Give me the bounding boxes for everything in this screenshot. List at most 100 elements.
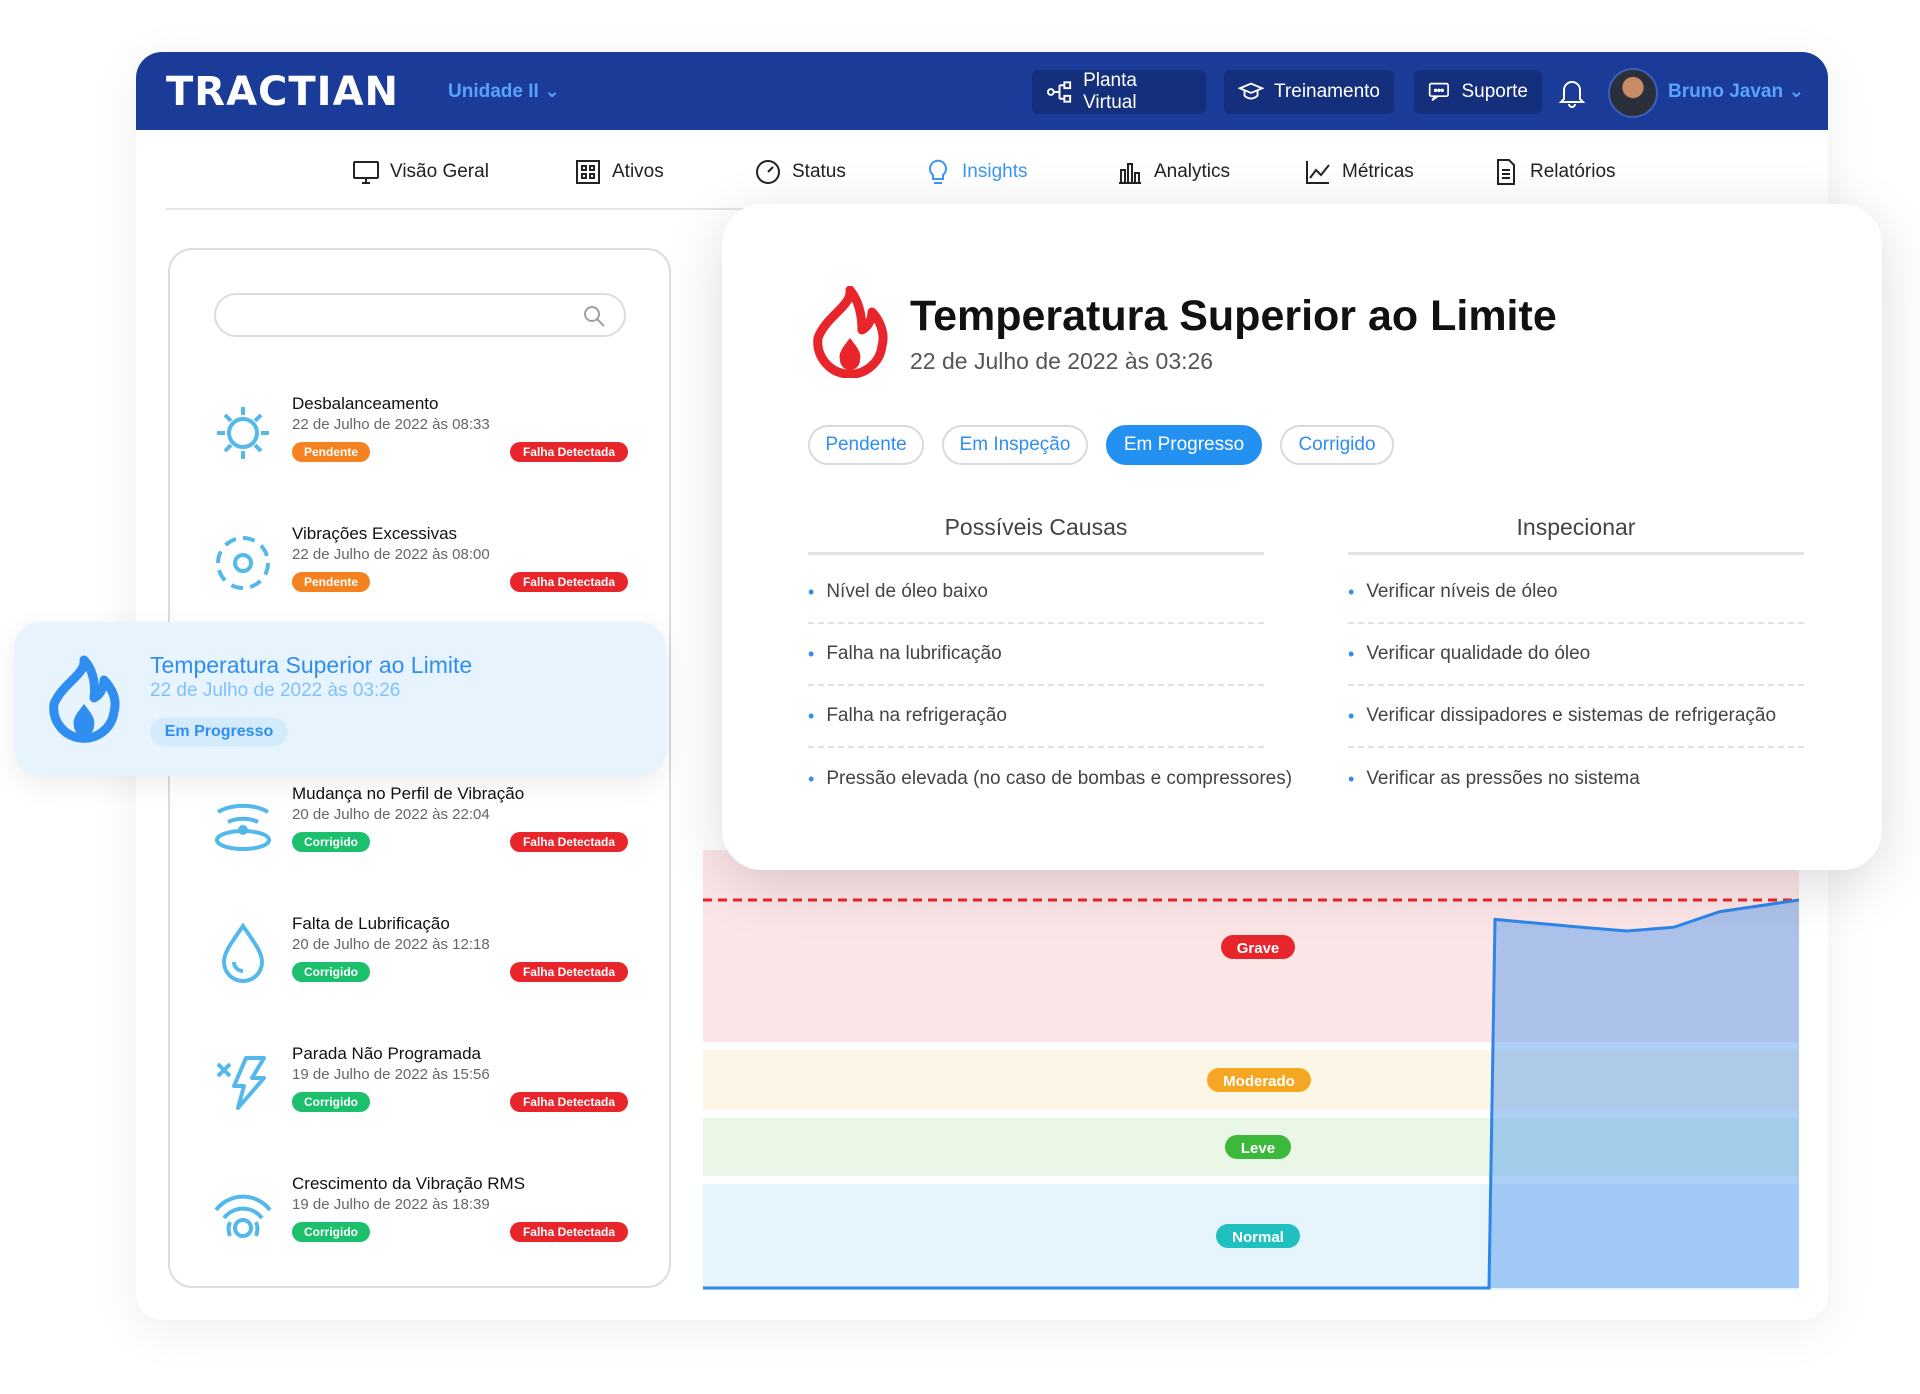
item-title: Crescimento da Vibração RMS — [292, 1174, 526, 1193]
item-date: 20 de Julho de 2022 às 22:04 — [292, 806, 490, 823]
tab-analytics[interactable]: Analytics — [1116, 158, 1230, 186]
item-date: 19 de Julho de 2022 às 15:56 — [292, 1066, 490, 1083]
status-badge: Pendente — [292, 442, 370, 462]
inspect-text: Verificar as pressões no sistema — [1366, 768, 1640, 789]
series-line — [703, 898, 1799, 1290]
tab-ativos[interactable]: Ativos — [574, 158, 664, 186]
tab-visao-geral[interactable]: Visão Geral — [352, 158, 489, 186]
vibration-icon — [216, 536, 270, 590]
unit-selector[interactable]: Unidade II ⌄ — [448, 81, 560, 102]
tab-label: Analytics — [1154, 161, 1231, 182]
bell-icon[interactable] — [1558, 78, 1586, 108]
document-icon — [1497, 159, 1515, 185]
svg-text:Leve: Leve — [1241, 1140, 1275, 1157]
inspect-divider — [1348, 552, 1804, 555]
suporte-label: Suporte — [1461, 81, 1528, 102]
bar-chart-icon — [1119, 163, 1141, 184]
grid-box-icon — [576, 160, 600, 184]
tab-label: Insights — [962, 161, 1028, 182]
status-em-inspecao-button[interactable]: Em Inspeção — [942, 425, 1088, 465]
top-bar: TRACTIAN Unidade II ⌄ Planta Virtual Tre… — [136, 52, 1828, 130]
status-badge: Pendente — [292, 572, 370, 592]
flame-icon — [49, 655, 120, 743]
cause-text: Falha na lubrificação — [826, 643, 1002, 664]
selected-insight-card[interactable]: Temperatura Superior ao Limite 22 de Jul… — [14, 622, 666, 776]
tab-insights[interactable]: Insights — [924, 158, 1027, 186]
status-badge: Corrigido — [292, 1092, 370, 1112]
item-title: Vibrações Excessivas — [292, 524, 458, 543]
selected-title: Temperatura Superior ao Limite — [150, 652, 473, 678]
fault-badge: Falha Detectada — [510, 832, 628, 852]
status-badge: Em Progresso — [150, 718, 288, 746]
list-item[interactable]: Mudança no Perfil de Vibração 20 de Julh… — [210, 784, 630, 884]
main-nav: Visão Geral Ativos Status Insights Analy… — [166, 130, 1826, 210]
planta-virtual-label: Planta Virtual — [1083, 70, 1137, 113]
list-item[interactable]: Falta de Lubrificação 20 de Julho de 202… — [210, 914, 630, 1014]
series-area — [1489, 900, 1799, 1288]
search-icon — [584, 306, 605, 327]
zone-label-leve: Leve — [1225, 1135, 1291, 1159]
fault-badge: Falha Detectada — [510, 1092, 628, 1112]
item-title: Parada Não Programada — [292, 1044, 482, 1063]
gear-icon — [217, 407, 269, 459]
tractian-logo[interactable]: TRACTIAN — [166, 69, 399, 115]
causes-heading: Possíveis Causas — [944, 514, 1128, 540]
status-badge: Corrigido — [292, 962, 370, 982]
status-em-progresso-button[interactable]: Em Progresso — [1106, 425, 1262, 465]
selected-date: 22 de Julho de 2022 às 03:26 — [150, 680, 401, 701]
tab-metricas[interactable]: Métricas — [1304, 158, 1414, 186]
item-date: 22 de Julho de 2022 às 08:00 — [292, 546, 490, 563]
list-item[interactable]: Vibrações Excessivas 22 de Julho de 2022… — [210, 524, 630, 624]
tab-label: Ativos — [612, 161, 664, 182]
tab-status[interactable]: Status — [754, 158, 846, 186]
inspect-text: Verificar níveis de óleo — [1366, 581, 1558, 602]
droplet-icon — [221, 922, 265, 983]
list-item[interactable]: Desbalanceamento 22 de Julho de 2022 às … — [210, 394, 630, 494]
tab-label: Status — [792, 161, 846, 182]
svg-text:Grave: Grave — [1237, 940, 1280, 957]
search-input[interactable] — [214, 293, 626, 337]
inspect-heading: Inspecionar — [1516, 514, 1636, 540]
cause-item: • Falha na lubrificação — [808, 624, 1264, 686]
flame-icon — [813, 286, 888, 378]
fault-badge: Falha Detectada — [510, 962, 628, 982]
tab-label: Visão Geral — [390, 161, 489, 182]
item-title: Mudança no Perfil de Vibração — [292, 784, 525, 803]
gauge-icon — [756, 160, 780, 184]
temperature-chart: Grave Moderado Leve Normal — [703, 850, 1799, 1290]
status-badge: Corrigido — [292, 832, 370, 852]
network-icon — [1046, 81, 1072, 103]
item-title: Desbalanceamento — [292, 394, 439, 413]
suporte-button[interactable]: Suporte — [1414, 70, 1542, 114]
avatar[interactable] — [1608, 68, 1658, 118]
list-item[interactable]: Crescimento da Vibração RMS 19 de Julho … — [210, 1174, 630, 1274]
item-title: Falta de Lubrificação — [292, 914, 450, 933]
user-menu[interactable]: Bruno Javan ⌄ — [1668, 81, 1805, 102]
cause-text: Nível de óleo baixo — [826, 581, 988, 602]
treinamento-label: Treinamento — [1274, 81, 1380, 102]
fault-badge: Falha Detectada — [510, 572, 628, 592]
tab-relatorios[interactable]: Relatórios — [1492, 158, 1616, 186]
line-chart-icon — [1306, 161, 1330, 184]
item-date: 19 de Julho de 2022 às 18:39 — [292, 1196, 490, 1213]
list-item[interactable]: Parada Não Programada 19 de Julho de 202… — [210, 1044, 630, 1144]
status-pendente-button[interactable]: Pendente — [808, 425, 924, 465]
inspect-item: • Verificar dissipadores e sistemas de re… — [1348, 686, 1804, 748]
cause-text: Pressão elevada (no caso de bombas e com… — [826, 768, 1293, 789]
inspect-item: • Verificar qualidade do óleo — [1348, 624, 1804, 686]
cause-text: Falha na refrigeração — [826, 705, 1007, 726]
chat-icon — [1428, 82, 1449, 102]
detail-title: Temperatura Superior ao Limite — [910, 292, 1557, 340]
status-corrigido-button[interactable]: Corrigido — [1280, 425, 1394, 465]
treinamento-button[interactable]: Treinamento — [1224, 70, 1394, 114]
cause-item: • Falha na refrigeração — [808, 686, 1264, 748]
lightbulb-icon — [929, 159, 947, 184]
causes-divider — [808, 552, 1264, 555]
item-date: 20 de Julho de 2022 às 12:18 — [292, 936, 490, 953]
svg-text:Normal: Normal — [1232, 1229, 1284, 1246]
lightning-icon — [216, 1056, 266, 1110]
planta-virtual-button[interactable]: Planta Virtual — [1032, 70, 1206, 114]
tab-label: Relatórios — [1530, 161, 1616, 182]
zone-label-normal: Normal — [1216, 1224, 1300, 1248]
wave-icon — [215, 803, 271, 851]
